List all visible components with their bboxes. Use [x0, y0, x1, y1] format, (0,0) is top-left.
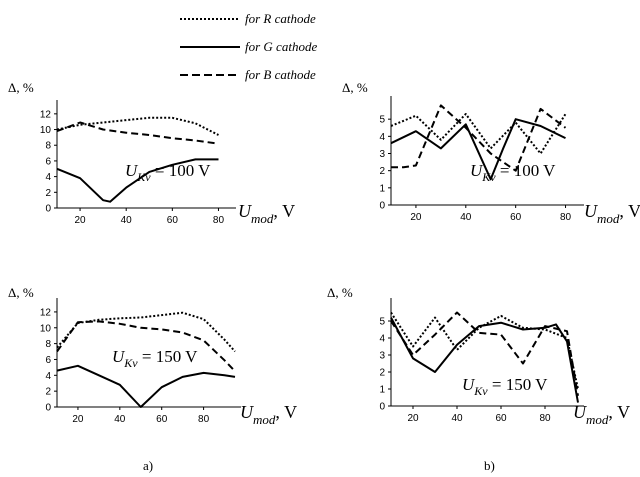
x-axis-label: Umod, V: [584, 201, 640, 226]
condition-annotation: UKv = 150 V: [462, 375, 548, 398]
y-tick-label: 4: [45, 172, 51, 183]
series-line-r: [390, 113, 567, 155]
x-tick-label: 60: [156, 414, 168, 425]
y-tick-label: 0: [379, 402, 385, 413]
y-tick-label: 5: [379, 317, 385, 328]
legend-label-g: for G cathode: [245, 39, 317, 54]
y-tick-label: 8: [45, 141, 51, 152]
x-axis-label: Umod, V: [238, 201, 295, 226]
series-line-g: [56, 158, 219, 203]
x-tick-label: 80: [198, 414, 210, 425]
x-tick-label: 40: [114, 414, 126, 425]
y-tick-label: 5: [379, 115, 385, 126]
y-tick-label: 4: [379, 334, 385, 345]
y-tick-label: 0: [45, 403, 51, 414]
y-tick-label: 2: [45, 387, 51, 398]
condition-annotation: UKv = 150 V: [112, 347, 198, 370]
y-tick-label: 0: [379, 201, 385, 212]
x-tick-label: 40: [460, 212, 472, 223]
y-tick-label: 1: [379, 183, 385, 194]
chart-b-bottom: 0 1 2 3 4 5 20 40 60 80 Δ, % Umod, V UKv = 150 V: [327, 285, 630, 427]
x-tick-label: 60: [495, 413, 507, 424]
series-line-g: [56, 364, 236, 408]
x-axis-label: Umod, V: [240, 402, 297, 427]
x-tick-label: 40: [451, 413, 463, 424]
x-tick-label: 80: [560, 212, 572, 223]
legend: for R cathode for G cathode for B cathod…: [180, 11, 317, 82]
y-tick-label: 10: [40, 125, 52, 136]
x-tick-label: 60: [510, 212, 522, 223]
y-tick-label: 12: [40, 109, 52, 120]
series-line-g: [390, 118, 566, 181]
x-tick-label: 80: [213, 215, 225, 226]
y-tick-label: 6: [45, 156, 51, 167]
y-axis-label: Δ, %: [8, 285, 34, 300]
panel-label-a: a): [143, 458, 153, 473]
x-tick-label: 20: [407, 413, 419, 424]
x-tick-label: 80: [539, 413, 551, 424]
y-tick-label: 2: [379, 368, 385, 379]
y-axis-label: Δ, %: [342, 80, 368, 95]
x-tick-label: 20: [410, 212, 422, 223]
series-line-r: [56, 116, 219, 136]
series-line-b: [56, 320, 236, 372]
series-line-b: [391, 104, 567, 172]
legend-label-b: for B cathode: [245, 67, 316, 82]
x-axis-label: Umod, V: [573, 402, 630, 427]
y-tick-label: 4: [45, 371, 51, 382]
y-tick-label: 3: [379, 149, 385, 160]
x-tick-label: 40: [121, 215, 133, 226]
y-tick-label: 2: [379, 166, 385, 177]
x-tick-label: 20: [75, 215, 87, 226]
y-tick-label: 1: [379, 385, 385, 396]
chart-a-bottom: 0 2 4 6 8 10 12 20 40 60 80 Δ, % Umod, V UKv = 150 V: [8, 285, 297, 427]
series-line-b: [56, 121, 219, 145]
y-tick-label: 12: [40, 307, 52, 318]
series-line-b: [390, 311, 579, 396]
y-tick-label: 0: [45, 204, 51, 215]
legend-label-r: for R cathode: [245, 11, 316, 26]
y-tick-label: 8: [45, 339, 51, 350]
y-tick-label: 6: [45, 355, 51, 366]
y-tick-label: 4: [379, 132, 385, 143]
y-tick-label: 10: [40, 323, 52, 334]
x-tick-label: 60: [167, 215, 179, 226]
x-tick-label: 20: [72, 414, 84, 425]
y-tick-label: 2: [45, 188, 51, 199]
y-tick-label: 3: [379, 351, 385, 362]
panel-label-b: b): [484, 458, 495, 473]
y-axis-label: Δ, %: [327, 285, 353, 300]
y-axis-label: Δ, %: [8, 80, 34, 95]
